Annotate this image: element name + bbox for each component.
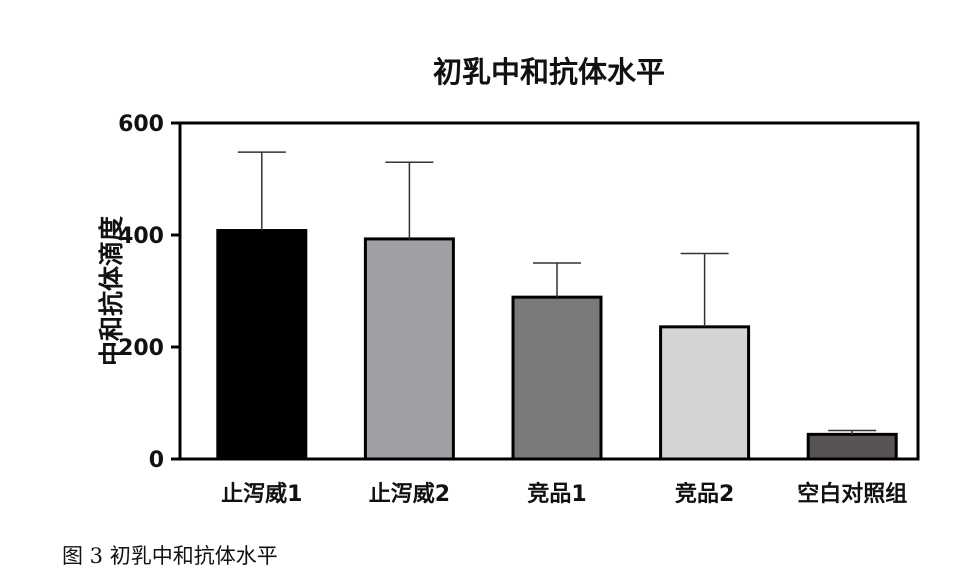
figure-caption: 图 3 初乳中和抗体水平 <box>62 544 278 568</box>
bar-5 <box>806 432 898 461</box>
y-tick-label-0: 0 <box>149 448 164 473</box>
y-tick-label-400: 400 <box>118 224 164 249</box>
bar-1 <box>216 229 308 461</box>
bar-4 <box>659 325 751 461</box>
error-bars-group <box>237 151 877 435</box>
y-axis-ticks: 0 200 400 600 <box>118 112 180 473</box>
y-axis-label: 中和抗体滴度 <box>97 216 126 366</box>
y-tick-label-200: 200 <box>118 336 164 361</box>
plot-frame <box>178 121 920 461</box>
x-tick-label-2: 止泻威2 <box>369 481 450 507</box>
x-tick-label-5: 空白对照组 <box>797 481 907 507</box>
chart-title: 初乳中和抗体水平 <box>433 55 665 89</box>
bar-2 <box>363 237 455 461</box>
x-tick-label-4: 竞品2 <box>675 481 734 507</box>
y-tick-label-600: 600 <box>118 112 164 137</box>
bar-3 <box>511 295 603 461</box>
x-tick-label-3: 竞品1 <box>527 481 586 507</box>
x-tick-label-1: 止泻威1 <box>221 481 302 507</box>
x-axis-labels: 止泻威1 止泻威2 竞品1 竞品2 空白对照组 <box>221 481 907 507</box>
